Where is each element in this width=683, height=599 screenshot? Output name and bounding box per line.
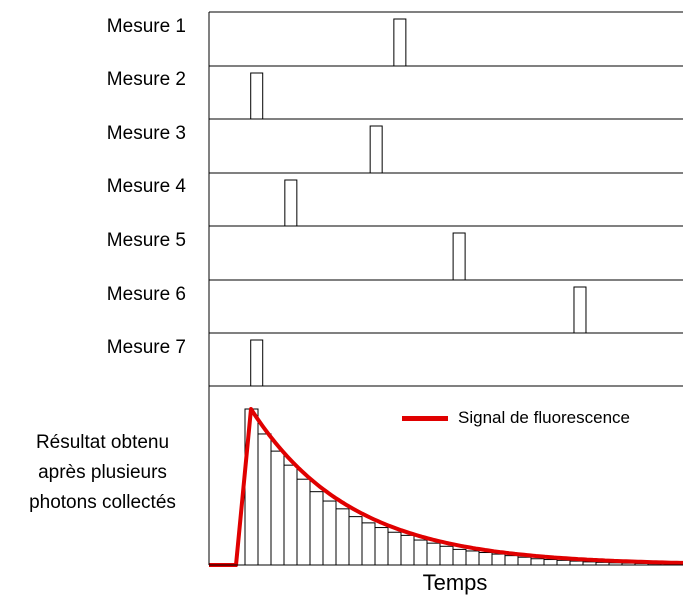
photon-pulse-1 <box>393 18 407 67</box>
histogram-bar-20 <box>491 553 506 566</box>
histogram-bar-14 <box>413 539 428 566</box>
histogram-bar-19 <box>478 552 493 566</box>
photon-pulse-7 <box>250 339 264 387</box>
photon-pulse-5 <box>452 232 466 281</box>
photon-pulse-4 <box>284 179 298 227</box>
row-label-2: Mesure 2 <box>106 69 186 90</box>
histogram-bar-26 <box>569 560 584 566</box>
result-label: Résultat obtenu après plusieurs photons … <box>0 428 205 518</box>
histogram-bar-7 <box>322 500 337 566</box>
result-label-line-2: après plusieurs <box>38 462 167 483</box>
histogram-bar-4 <box>283 464 298 566</box>
histogram-bar-11 <box>374 527 389 566</box>
legend-swatch <box>402 415 448 421</box>
histogram-bar-23 <box>530 558 545 566</box>
histogram-bar-13 <box>400 534 415 566</box>
histogram-bar-18 <box>465 550 480 566</box>
row-label-4: Mesure 4 <box>106 176 186 197</box>
histogram-bar-21 <box>504 555 519 566</box>
measurement-rows <box>208 11 683 387</box>
photon-pulse-2 <box>250 72 264 120</box>
histogram-bar-17 <box>452 548 467 566</box>
legend-label: Signal de fluorescence <box>458 408 631 427</box>
histogram-bar-6 <box>309 491 324 566</box>
histogram-bars <box>244 408 662 566</box>
histogram-bar-15 <box>426 542 441 566</box>
histogram-bar-5 <box>296 478 311 566</box>
histogram-bar-16 <box>439 545 454 566</box>
histogram-bar-9 <box>348 516 363 566</box>
fluorescence-signal-curve <box>209 407 683 567</box>
photon-pulse-3 <box>369 125 383 174</box>
histogram-bar-24 <box>543 559 558 566</box>
histogram-bar-12 <box>387 531 402 566</box>
histogram-bar-2 <box>257 433 272 566</box>
histogram-bar-10 <box>361 522 376 566</box>
row-label-6: Mesure 6 <box>106 284 186 305</box>
x-axis-label: Temps <box>422 570 488 595</box>
photon-pulse-6 <box>573 286 587 334</box>
result-label-line-1: Résultat obtenu <box>35 432 170 453</box>
legend: Signal de fluorescence <box>402 406 630 430</box>
histogram-bar-8 <box>335 508 350 566</box>
result-label-line-3: photons collectés <box>29 492 176 513</box>
row-label-3: Mesure 3 <box>106 123 186 144</box>
histogram-bar-22 <box>517 556 532 566</box>
histogram-bar-25 <box>556 559 571 566</box>
histogram-bar-3 <box>270 450 285 566</box>
row-label-5: Mesure 5 <box>106 230 186 251</box>
row-label-7: Mesure 7 <box>106 337 186 358</box>
row-label-1: Mesure 1 <box>106 16 186 37</box>
